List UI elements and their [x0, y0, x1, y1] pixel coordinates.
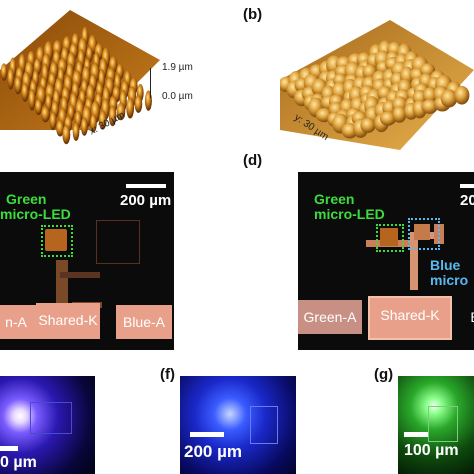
- afm-surface-b: [280, 20, 474, 150]
- pad-green-a: Green-A: [298, 300, 362, 334]
- scale-bar: [0, 446, 18, 451]
- afm-bump: [72, 122, 80, 141]
- emission-image-f: 200 µm: [180, 376, 296, 474]
- scale-bar: [126, 184, 166, 188]
- afm-bump: [134, 95, 143, 113]
- device-outline: [30, 402, 72, 434]
- afm-bump: [34, 98, 43, 116]
- afm-bump: [440, 89, 458, 108]
- afm-bump: [90, 113, 97, 133]
- emission-image-e: 0 µm: [0, 376, 95, 474]
- afm-bump: [421, 99, 438, 114]
- afm-bump: [62, 125, 71, 145]
- scale-bar-label: 200 µm: [120, 192, 172, 209]
- pad-shared-k: Shared-K: [368, 296, 452, 340]
- scale-bar-label: 200: [460, 192, 474, 209]
- micro-led-blue-highlight-box: [408, 218, 440, 250]
- afm-bump: [116, 102, 126, 121]
- micrograph-c: Green micro-LED 200 µm n-A Shared-K Blue…: [0, 172, 174, 350]
- green-micro-led-label-line2: micro-LED: [314, 206, 385, 222]
- micro-led-green: [45, 229, 67, 251]
- afm-bump: [126, 97, 135, 119]
- afm-a-z-min: 0.0 µm: [162, 91, 193, 102]
- blue-micro-led-label-line1: Blue: [430, 257, 461, 273]
- afm-bump: [21, 82, 29, 102]
- pad-shared-k: Shared-K: [36, 303, 100, 339]
- pad-blue-a: Blue-A: [116, 305, 172, 339]
- green-micro-led-label-line1: Green: [6, 191, 47, 207]
- afm-bump: [0, 63, 8, 81]
- trace: [410, 234, 418, 290]
- device-outline: [428, 406, 458, 442]
- micro-led-green: [380, 228, 398, 246]
- micrograph-d: Green micro-LED Blue micro 200 Green-A S…: [298, 172, 474, 350]
- afm-a-z-max: 1.9 µm: [162, 62, 193, 73]
- afm-a-z-scale-bar: [150, 68, 151, 98]
- scale-bar-label: 100 µm: [404, 442, 459, 459]
- emission-image-g: 100 µm: [398, 376, 474, 474]
- scale-bar: [460, 184, 474, 188]
- device-outline: [250, 406, 278, 444]
- afm-bump: [379, 111, 397, 126]
- panel-f-label: (f): [160, 366, 175, 383]
- afm-bump: [14, 76, 22, 95]
- afm-bump: [56, 119, 65, 137]
- afm-bump: [28, 89, 36, 111]
- panel-b-label: (b): [243, 6, 263, 23]
- afm-bump: [40, 106, 50, 123]
- trace: [60, 272, 100, 278]
- pad-n-a: n-A: [0, 305, 36, 339]
- trace: [96, 220, 140, 264]
- scale-bar-label: 0 µm: [0, 454, 37, 471]
- green-micro-led-label-line1: Green: [314, 191, 355, 207]
- afm-bump: [360, 117, 376, 134]
- micro-led-highlight-box: [41, 225, 73, 257]
- afm-surface-a: [0, 10, 160, 145]
- afm-bump: [422, 87, 438, 104]
- scale-bar: [190, 432, 224, 437]
- micro-led-blue: [414, 224, 430, 240]
- panel-g-label: (g): [374, 366, 394, 383]
- afm-bump: [98, 110, 107, 130]
- afm-bump: [80, 117, 88, 136]
- pad-b: B: [460, 300, 474, 334]
- panel-d-label: (d): [243, 152, 263, 169]
- afm-bump: [49, 111, 57, 131]
- afm-bump: [108, 105, 117, 127]
- blue-micro-led-label-line2: micro: [430, 272, 469, 288]
- micro-led-green-highlight-box: [376, 224, 404, 252]
- scale-bar: [404, 432, 428, 437]
- green-micro-led-label-line2: micro-LED: [0, 206, 71, 222]
- afm-bump: [392, 106, 407, 123]
- afm-bump: [454, 85, 470, 105]
- afm-bump: [7, 67, 15, 90]
- scale-bar-label: 200 µm: [184, 442, 242, 461]
